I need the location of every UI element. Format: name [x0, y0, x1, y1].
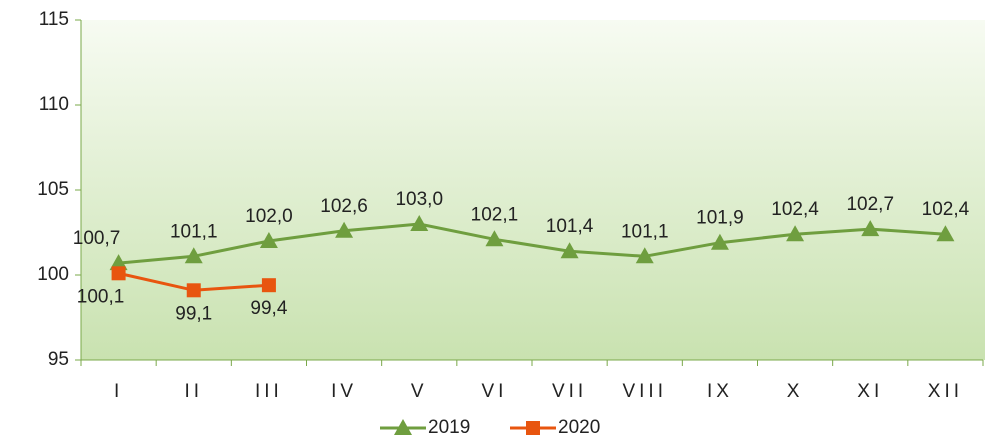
- y-tick-label: 100: [37, 264, 69, 285]
- x-tick-label: I: [114, 381, 123, 402]
- data-point: [861, 220, 880, 237]
- data-label: 99,1: [175, 303, 212, 324]
- x-tick-label: III: [255, 381, 283, 402]
- data-point: [410, 215, 429, 231]
- x-tick-label: X: [787, 381, 804, 402]
- data-point: [786, 225, 805, 242]
- data-point: [936, 225, 955, 242]
- data-label: 102,0: [245, 206, 293, 227]
- data-label: 101,9: [696, 208, 744, 229]
- x-tick-label: V: [411, 381, 428, 402]
- plot-area: [81, 20, 985, 360]
- data-label: 101,1: [621, 221, 669, 242]
- data-label: 102,6: [320, 196, 368, 217]
- data-label: 102,1: [471, 204, 519, 225]
- data-point: [560, 242, 579, 259]
- y-tick-label: 105: [37, 179, 69, 200]
- data-label: 103,0: [395, 189, 443, 210]
- data-label: 101,4: [546, 216, 594, 237]
- data-label: 100,1: [77, 286, 125, 307]
- data-point: [186, 283, 201, 298]
- data-label: 101,1: [170, 221, 218, 242]
- y-tick-label: 115: [39, 9, 69, 30]
- x-tick-label: XII: [928, 381, 963, 402]
- x-tick-label: XI: [857, 381, 883, 402]
- data-label: 99,4: [250, 298, 287, 319]
- legend-marker: [394, 419, 412, 435]
- legend-label: 2020: [558, 417, 600, 438]
- data-point: [710, 233, 729, 250]
- series-line: [118, 222, 946, 265]
- x-tick-label: II: [184, 381, 203, 402]
- x-tick-label: IV: [331, 381, 357, 402]
- x-tick-label: VIII: [622, 381, 667, 402]
- data-point: [109, 254, 128, 271]
- x-tick-label: VII: [552, 381, 587, 402]
- legend-label: 2019: [428, 417, 470, 438]
- data-point: [635, 247, 654, 264]
- data-label: 102,7: [846, 194, 894, 215]
- data-point: [335, 221, 354, 238]
- data-point: [184, 247, 203, 264]
- data-point: [485, 230, 504, 247]
- x-tick-label: IX: [707, 381, 733, 402]
- data-label: 102,4: [922, 199, 970, 220]
- x-tick-label: VI: [481, 381, 507, 402]
- y-tick-label: 110: [39, 94, 69, 115]
- data-point: [259, 232, 278, 248]
- data-point: [111, 266, 126, 281]
- legend-marker: [526, 421, 540, 435]
- data-label: 102,4: [771, 199, 819, 220]
- y-tick-label: 95: [48, 349, 69, 370]
- data-point: [261, 278, 276, 293]
- data-label: 100,7: [73, 228, 121, 249]
